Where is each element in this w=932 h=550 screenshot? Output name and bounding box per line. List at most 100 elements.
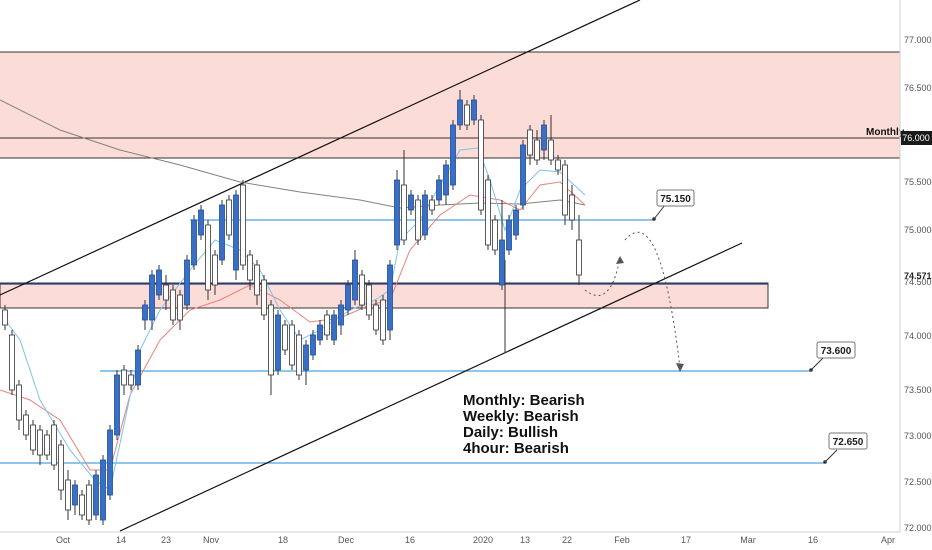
bear-candle [247,254,253,281]
bear-candle [289,324,295,366]
bear-candle [464,104,470,126]
bull-candle [156,269,162,296]
bear-candle [79,494,85,516]
price-tick-label: 72.500 [904,477,932,487]
bear-candle [485,179,491,246]
time-tick-label: Mar [740,535,756,545]
bull-candle [338,304,344,326]
time-axis[interactable]: Oct 14 23 Nov 18 Dec 16 2020 13 22 Feb 17 Mar 16 Apr [0,531,900,545]
bull-candle [331,314,337,341]
bear-candle [65,479,71,511]
bull-candle [135,349,141,386]
resistance-callout: 75.150 [652,189,695,221]
target-2-callout-label: 72.650 [833,437,864,448]
bull-candle [310,334,316,356]
monthly-price-label: 76.000 [902,133,930,143]
bull-candle [387,264,393,331]
arrowhead-up [616,256,624,264]
bear-candle [86,484,92,521]
bull-candle [303,344,309,371]
bull-candle [275,314,281,371]
bull-candle [107,429,113,496]
price-tick-label: 75.000 [904,225,932,235]
price-tick-label: 76.500 [904,83,932,93]
bear-candle [359,274,365,306]
target-1-callout-label: 73.600 [821,346,852,357]
time-tick-label: 16 [405,535,415,545]
bear-candle [576,239,582,276]
bear-candle [324,314,330,336]
price-tick-label: 73.500 [904,385,932,395]
target-2-callout: 72.650 [823,432,868,464]
bear-candle [254,264,260,296]
bear-candle [121,369,127,386]
bear-candle [261,279,267,316]
bear-candle [51,424,57,466]
bear-candle [226,199,232,236]
bull-candle [471,99,477,121]
bear-candle [296,334,302,376]
channel-upper-line [0,0,641,296]
bear-candle [44,434,50,456]
bull-candle [233,194,239,271]
arrowhead-down [676,363,684,372]
price-tick-label: 74.000 [904,331,932,341]
bull-candle [72,484,78,506]
upper-supply-zone [0,52,900,158]
time-tick-label: 17 [681,535,691,545]
time-tick-label: Nov [203,535,220,545]
bear-candle [177,294,183,321]
bear-candle [415,199,421,241]
bear-candle [373,304,379,331]
time-tick-label: 14 [116,535,126,545]
bear-candle [37,429,43,456]
price-tick-label: 75.500 [904,177,932,187]
time-tick-label: Apr [881,535,895,545]
bear-candle [562,164,568,216]
sentiment-monthly: Monthly: Bearish [463,392,585,409]
bull-candle [219,204,225,261]
bull-candle [352,259,358,301]
bear-candle [58,444,64,491]
time-tick-label: 13 [520,535,530,545]
bull-candle [142,304,148,321]
price-axis[interactable]: 72.000 72.500 73.000 73.500 74.000 74.500 75.0… [899,0,932,533]
long-ma-line [0,99,586,209]
bull-candle [513,209,519,236]
time-tick-label: Feb [614,535,630,545]
candles-group [2,90,582,525]
time-tick-label: 18 [278,535,288,545]
bear-candle [16,384,22,421]
monthly-price-badge: 76.000 [901,131,932,145]
bear-candle [569,194,575,221]
bear-candle [2,309,8,326]
time-tick-label: 2020 [473,535,493,545]
time-tick-label: 23 [161,535,171,545]
price-tick-label: 74.500 [904,277,932,287]
resistance-callout-label: 75.150 [660,194,691,205]
bull-candle [394,179,400,246]
bull-candle [457,99,463,126]
bear-candle [30,424,36,451]
bear-candle [534,139,540,161]
bull-candle [345,284,351,311]
sentiment-daily: Daily: Bullish [463,424,558,441]
bear-candle [555,159,561,171]
bear-candle [212,254,218,286]
bear-candle [9,334,15,391]
bear-candle [429,199,435,211]
sentiment-block: Monthly: Bearish Weekly: Bearish Daily: … [463,392,585,457]
bear-candle [380,299,386,341]
bear-candle [527,129,533,156]
channel-lower-line [119,242,743,532]
bear-candle [548,139,554,161]
time-tick-label: Dec [338,535,355,545]
bear-candle [492,219,498,251]
bull-candle [100,459,106,521]
bull-candle [520,144,526,206]
bear-candle [205,224,211,291]
bear-candle [170,289,176,321]
bull-candle [198,209,204,236]
projection-down-arrow [624,231,681,369]
